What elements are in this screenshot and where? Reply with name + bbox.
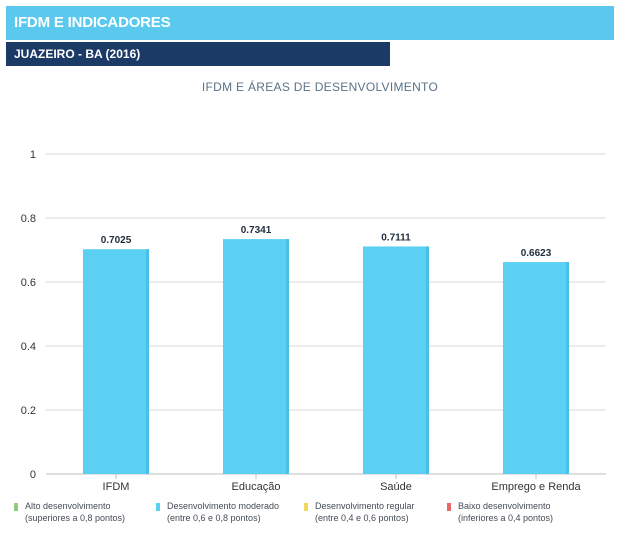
y-tick-label: 0.2 [21,405,36,417]
legend-sub: (superiores a 0,8 pontos) [25,513,126,523]
legend-label: Desenvolvimento moderado [167,501,280,511]
legend-label: Baixo desenvolvimento [458,501,551,511]
data-label: 0.7111 [381,232,411,243]
legend-sub: (entre 0,6 e 0,8 pontos) [167,513,261,523]
data-label: 0.7025 [101,235,132,246]
legend-sub: (inferiores a 0,4 pontos) [458,513,554,523]
legend-sub: (entre 0,4 e 0,6 pontos) [315,513,409,523]
bar-edge [566,262,569,474]
chart-canvas: 0 0.2 0.4 0.6 0.8 1 0.7025 IFDM 0.7341 Educação 0.… [21,149,606,493]
x-tick-label: Educação [232,481,281,493]
bar [363,246,429,474]
legend-swatch-moderado [156,503,160,511]
legend-swatch-baixo [447,503,451,511]
bar-chart: IFDM E ÁREAS DE DESENVOLVIMENTO 0 0.2 0.4 0… [0,66,640,496]
y-tick-label: 0.6 [21,277,36,289]
y-tick-label: 0.8 [21,213,36,225]
chart-title: IFDM E ÁREAS DE DESENVOLVIMENTO [201,80,439,94]
legend-swatch-regular [304,503,308,511]
bar-edge [426,246,429,474]
panel-title: IFDM E INDICADORES [6,6,614,40]
bar-edge [286,239,289,474]
legend: Alto desenvolvimento (superiores a 0,8 p… [0,500,640,532]
legend-item-moderado: Desenvolvimento moderado (entre 0,6 e 0,… [156,500,279,524]
y-tick-label: 0.4 [21,341,36,353]
bar-edge [146,249,149,474]
legend-label: Alto desenvolvimento [25,501,111,511]
data-label: 0.6623 [521,248,552,259]
y-tick-label: 1 [30,149,36,161]
x-tick-label: IFDM [103,481,130,493]
legend-label: Desenvolvimento regular [315,501,415,511]
location-subtitle: JUAZEIRO - BA (2016) [6,42,390,66]
legend-item-regular: Desenvolvimento regular (entre 0,4 e 0,6… [304,500,415,524]
legend-swatch-alto [14,503,18,511]
x-tick-label: Emprego e Renda [491,481,581,493]
data-label: 0.7341 [241,225,272,236]
x-tick-label: Saúde [380,481,412,493]
bar [83,249,149,474]
bar [503,262,569,474]
legend-item-baixo: Baixo desenvolvimento (inferiores a 0,4 … [447,500,553,524]
legend-item-alto: Alto desenvolvimento (superiores a 0,8 p… [14,500,125,524]
y-tick-label: 0 [30,469,36,481]
bar [223,239,289,474]
